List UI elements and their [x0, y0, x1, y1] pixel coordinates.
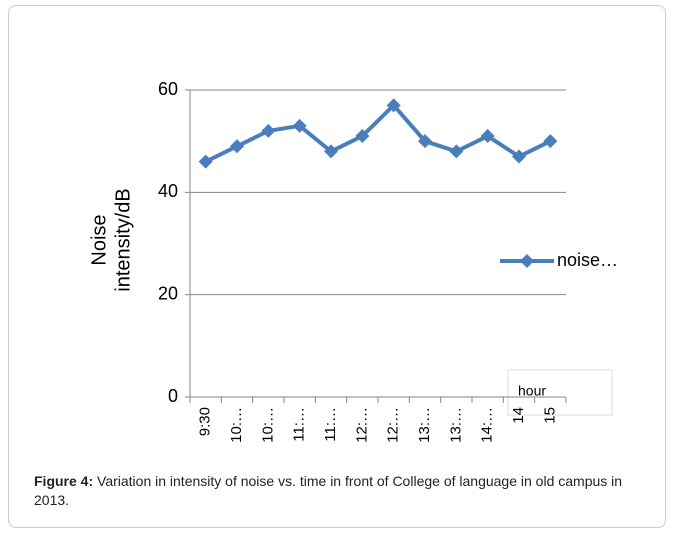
x-tick-label: 11:…: [291, 407, 308, 442]
x-tick-label: 13:…: [447, 407, 464, 443]
chart: Noise intensity/dB hour 0 20 40 60 9:30 10:… 1…: [88, 79, 618, 443]
data-point: [230, 139, 244, 154]
y-tick-label: 60: [158, 79, 178, 99]
data-point: [543, 134, 558, 149]
caption: Figure 4: Variation in intensity of nois…: [34, 472, 654, 510]
y-axis-label: Noise: [88, 214, 110, 265]
data-point: [386, 98, 401, 113]
y-tick-label: 40: [158, 181, 178, 201]
data-point: [449, 144, 464, 159]
x-tick-label: 10:…: [228, 407, 245, 443]
x-tick-label: 10:…: [259, 407, 276, 443]
x-tick-label: 12:…: [353, 407, 370, 443]
x-tick-label: 9:30: [197, 407, 214, 436]
data-point: [480, 129, 495, 144]
figure-frame: [8, 5, 666, 528]
legend-marker: [520, 254, 534, 268]
y-tick-label: 0: [168, 386, 178, 406]
x-tick-label: 14:…: [479, 407, 496, 443]
caption-label: Figure 4:: [34, 473, 94, 489]
x-tick-label: 13:…: [416, 407, 433, 443]
data-point: [418, 134, 432, 149]
data-point: [198, 154, 213, 169]
y-tick-label: 20: [158, 283, 178, 303]
x-axis-label: hour: [518, 383, 546, 399]
data-point: [512, 149, 526, 164]
data-point: [261, 123, 276, 138]
data-point: [324, 144, 338, 159]
x-tick-label: 14: [510, 407, 527, 424]
x-tick-label: 11:…: [322, 407, 339, 442]
x-tick-label: 15: [541, 407, 558, 424]
series-line: [204, 103, 552, 164]
legend-label: noise…: [557, 250, 618, 270]
data-point: [355, 129, 370, 144]
x-tick-label: 12:…: [385, 407, 402, 443]
caption-text: Variation in intensity of noise vs. time…: [34, 473, 623, 508]
y-axis-label: intensity/dB: [112, 188, 134, 291]
data-point: [292, 118, 307, 133]
x-axis-label-box: [507, 369, 613, 416]
